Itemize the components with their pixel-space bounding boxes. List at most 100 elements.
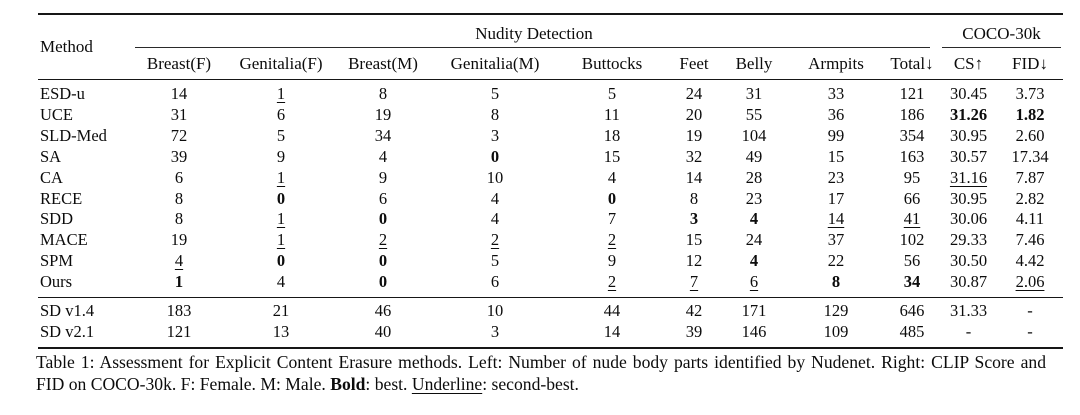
value-cell: 33 <box>827 84 845 103</box>
table-row: Ours 1 4 0 6 2 7 6 8 34 30.87 2.06 <box>38 272 1063 297</box>
caption-segment: : best. <box>365 373 412 394</box>
value-cell: - <box>997 321 1063 349</box>
value-cell: 37 <box>827 230 845 250</box>
value-cell: 6 <box>174 167 184 187</box>
table-row: UCE 31 6 19 8 11 20 55 36 186 31.26 1.82 <box>38 105 1063 126</box>
value-cell: 5 <box>276 125 286 145</box>
value-cell: 10 <box>486 167 504 187</box>
header-subcolumn-row: Breast(F) Genitalia(F) Breast(M) Genitalia(… <box>38 48 1063 80</box>
value-cell: 30.50 <box>949 251 988 271</box>
value-cell: 4 <box>174 251 184 271</box>
value-cell: 8 <box>174 209 184 229</box>
value-cell: 4 <box>490 188 500 208</box>
value-cell: 72 <box>170 125 188 145</box>
method-cell: SD v2.1 <box>38 321 128 349</box>
group-label-coco: COCO-30k <box>962 24 1041 43</box>
value-cell: 9 <box>607 251 617 271</box>
value-cell: 354 <box>899 125 925 145</box>
value-cell: 34 <box>374 125 392 145</box>
value-cell: 28 <box>745 167 763 187</box>
value-cell: 1 <box>276 167 286 187</box>
value-cell: 3.73 <box>1015 84 1045 103</box>
value-cell: 24 <box>685 84 703 103</box>
value-cell: 31.26 <box>949 104 988 124</box>
value-cell: 49 <box>745 146 763 166</box>
value-cell: 8 <box>378 84 388 103</box>
value-cell: 22 <box>827 251 845 271</box>
column-header: FID↓ <box>997 48 1063 80</box>
value-cell: 14 <box>170 84 188 103</box>
value-cell: 146 <box>720 321 788 349</box>
value-cell: 36 <box>827 104 845 124</box>
results-table: Method Nudity Detection COCO-30k Breast(… <box>38 13 1063 349</box>
table-row: ESD-u 14 1 8 5 5 24 31 33 121 30.45 3.73 <box>38 80 1063 105</box>
value-cell: 4 <box>276 272 286 292</box>
value-cell: 31.16 <box>949 167 988 187</box>
value-cell: 42 <box>685 301 703 321</box>
value-cell: 30.06 <box>949 209 988 229</box>
value-cell: 109 <box>788 321 884 349</box>
value-cell: 34 <box>903 272 921 292</box>
caption-segment: : second-best. <box>482 373 579 394</box>
column-header: Total↓ <box>884 48 940 80</box>
value-cell: 40 <box>332 321 434 349</box>
value-cell: 30.45 <box>949 84 988 103</box>
table-header: Method Nudity Detection COCO-30k Breast(… <box>38 14 1063 80</box>
value-cell: 8 <box>174 188 184 208</box>
caption-segment: Table 1: Assessment for Explicit Content… <box>36 352 1046 394</box>
value-cell: 8 <box>689 188 699 208</box>
value-cell: 24 <box>745 230 763 250</box>
value-cell: 15 <box>603 146 621 166</box>
value-cell: 4 <box>749 209 759 229</box>
value-cell: 95 <box>903 167 921 187</box>
value-cell: 1 <box>174 272 184 292</box>
value-cell: 2 <box>378 230 388 250</box>
table-body-methods: ESD-u 14 1 8 5 5 24 31 33 121 30.45 3.73 UCE 31 6 19 8 11… <box>38 80 1063 298</box>
value-cell: 14 <box>827 209 845 229</box>
value-cell: 171 <box>741 301 767 321</box>
value-cell: 0 <box>276 251 286 271</box>
value-cell: 20 <box>685 104 703 124</box>
column-header: Belly <box>720 48 788 80</box>
value-cell: 17.34 <box>1011 146 1049 166</box>
value-cell: 18 <box>603 125 621 145</box>
value-cell: 39 <box>668 321 720 349</box>
table-row: MACE 19 1 2 2 2 15 24 37 102 29.33 7.46 <box>38 230 1063 251</box>
value-cell: 0 <box>607 188 617 208</box>
method-cell: UCE <box>40 104 73 124</box>
value-cell: 3 <box>434 321 556 349</box>
value-cell: 31.33 <box>949 301 988 321</box>
value-cell: 2 <box>607 272 617 292</box>
value-cell: 39 <box>170 146 188 166</box>
value-cell: 17 <box>827 188 845 208</box>
value-cell: 15 <box>685 230 703 250</box>
column-header: Genitalia(F) <box>230 48 332 80</box>
value-cell: 66 <box>903 188 921 208</box>
table-row: SA 39 9 4 0 15 32 49 15 163 30.57 17.34 <box>38 147 1063 168</box>
value-cell: 13 <box>230 321 332 349</box>
value-cell: 121 <box>128 321 230 349</box>
value-cell: 9 <box>276 146 286 166</box>
column-header: Genitalia(M) <box>434 48 556 80</box>
method-cell: ESD-u <box>40 84 85 103</box>
value-cell: 0 <box>378 209 388 229</box>
column-group-coco-30k: COCO-30k <box>940 14 1063 48</box>
column-header: Armpits <box>788 48 884 80</box>
value-cell: 6 <box>276 104 286 124</box>
value-cell: 4.11 <box>1015 209 1045 229</box>
value-cell: 14 <box>685 167 703 187</box>
value-cell: 29.33 <box>949 230 988 250</box>
nudity-group-rule <box>135 47 930 48</box>
value-cell: 8 <box>831 272 841 292</box>
value-cell: 2 <box>607 230 617 250</box>
value-cell: 1.82 <box>1015 104 1045 124</box>
value-cell: 6 <box>378 188 388 208</box>
value-cell: 4.42 <box>1015 251 1045 271</box>
value-cell: 55 <box>745 104 763 124</box>
header-group-row: Method Nudity Detection COCO-30k <box>38 14 1063 80</box>
method-cell: MACE <box>40 230 88 250</box>
value-cell: 31 <box>745 84 763 103</box>
table-row: SDD 8 1 0 4 7 3 4 14 41 30.06 4.11 <box>38 209 1063 230</box>
table-row: SD v2.1 121 13 40 3 14 39 146 109 485- - <box>38 321 1063 349</box>
